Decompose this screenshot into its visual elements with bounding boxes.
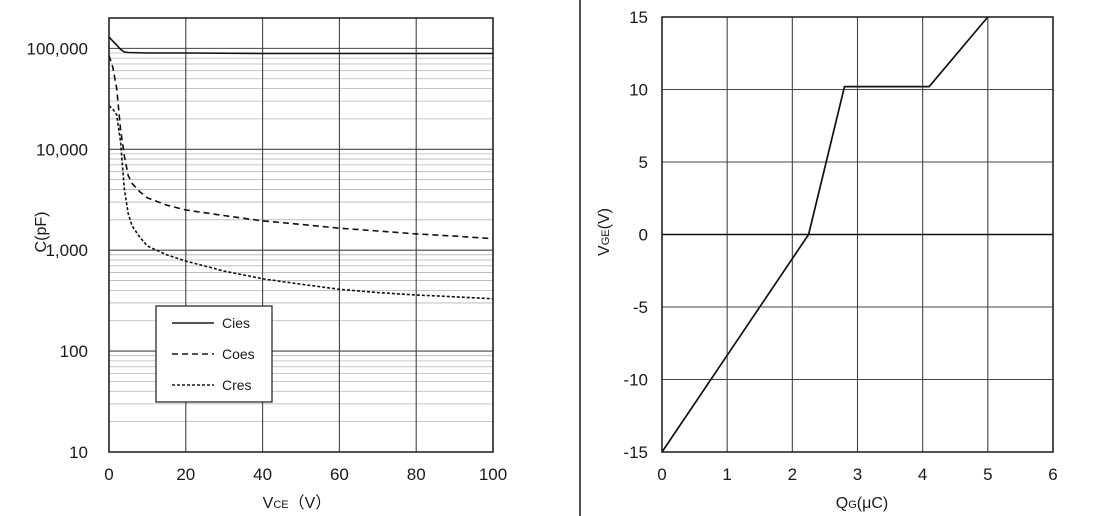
- capacitance-y-tick-labels: 10 100 1,000 10,000 100,000: [27, 39, 88, 462]
- gate-charge-x-axis-label: QG(μC): [836, 495, 888, 512]
- y-tick-label: 1,000: [45, 241, 88, 260]
- capacitance-y-axis-label: C(pF): [33, 212, 50, 253]
- capacitance-x-axis-label-unit: （V）: [289, 494, 332, 512]
- x-tick-label: 0: [104, 465, 113, 484]
- x-tick-label: 80: [407, 465, 426, 484]
- gate-charge-y-tick-labels: -15 -10 -5 0 5 10 15: [623, 8, 648, 462]
- y-tick-label: 10,000: [36, 140, 88, 159]
- y-tick-label: 5: [639, 153, 648, 172]
- x-tick-label: 60: [330, 465, 349, 484]
- legend-cres-label: Cres: [222, 377, 252, 393]
- y-tick-label: 0: [639, 226, 648, 245]
- legend-coes-label: Coes: [222, 346, 255, 362]
- x-tick-label: 40: [253, 465, 272, 484]
- x-tick-label: 3: [853, 465, 862, 484]
- gate-charge-x-axis-label-unit: (μC): [857, 495, 888, 512]
- y-tick-label: -10: [623, 371, 648, 390]
- capacitance-series-group: [108, 36, 494, 300]
- gate-charge-gridlines: [661, 16, 1054, 453]
- gate-charge-y-axis-label-unit: (V): [596, 208, 613, 229]
- y-tick-label: -5: [633, 298, 648, 317]
- capacitance-x-axis-label-main: V: [263, 495, 274, 512]
- gate-charge-plot-frame: [661, 16, 1054, 453]
- capacitance-plot-frame: [108, 17, 494, 453]
- y-tick-label: -15: [623, 443, 648, 462]
- x-tick-label: 2: [788, 465, 797, 484]
- x-tick-label: 4: [918, 465, 927, 484]
- x-tick-label: 6: [1048, 465, 1057, 484]
- gate-charge-y-axis-label-main: V: [596, 245, 613, 256]
- gate-charge-y-axis-label-sub: GE: [600, 229, 612, 245]
- x-tick-label: 20: [176, 465, 195, 484]
- gate-charge-x-axis-label-main: Q: [836, 495, 848, 512]
- x-tick-label: 1: [722, 465, 731, 484]
- y-tick-label: 100: [60, 342, 88, 361]
- y-tick-label: 10: [629, 81, 648, 100]
- capacitance-legend: Cies Coes Cres: [155, 305, 273, 403]
- gate-charge-x-axis-label-sub: G: [848, 499, 857, 511]
- capacitance-chart: 0 20 40 60 80 100 10 100 1,000 10,000 100,000 VCE…: [27, 17, 507, 512]
- capacitance-x-axis-label: VCE（V）: [263, 494, 332, 512]
- capacitance-x-axis-label-sub: CE: [273, 499, 288, 511]
- legend-cies-label: Cies: [222, 315, 250, 331]
- capacitance-x-tick-labels: 0 20 40 60 80 100: [104, 465, 507, 484]
- gate-charge-x-tick-labels: 0 1 2 3 4 5 6: [657, 465, 1057, 484]
- gate-charge-chart: 0 1 2 3 4 5 6 -15 -10 -5 0 5 10 15 QG(μC) VGE(V): [596, 8, 1058, 512]
- y-tick-label: 100,000: [27, 39, 88, 58]
- x-tick-label: 100: [479, 465, 507, 484]
- x-tick-label: 5: [983, 465, 992, 484]
- gate-charge-series-group: [661, 16, 989, 453]
- series-line-vge: [661, 16, 989, 453]
- y-tick-label: 15: [629, 8, 648, 27]
- series-line-cres: [108, 105, 494, 300]
- series-line-cies: [108, 36, 493, 55]
- x-tick-label: 0: [657, 465, 666, 484]
- series-line-coes: [108, 55, 494, 240]
- gate-charge-y-axis-label: VGE(V): [596, 208, 613, 256]
- y-tick-label: 10: [69, 443, 88, 462]
